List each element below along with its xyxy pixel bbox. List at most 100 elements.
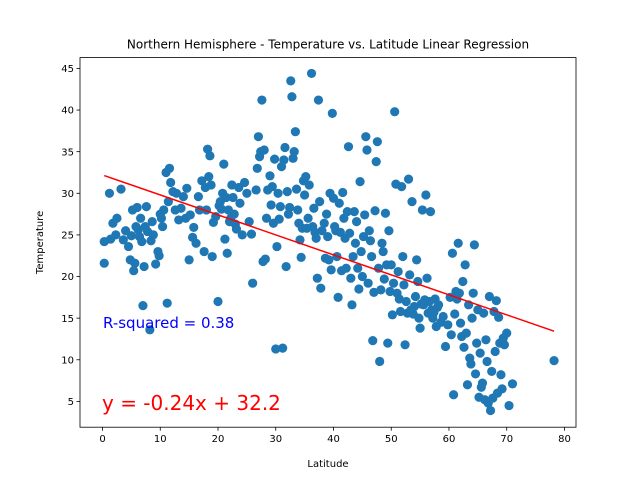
data-point bbox=[447, 248, 458, 258]
data-point bbox=[371, 157, 381, 167]
x-tick-label: 10 bbox=[154, 434, 167, 445]
data-point bbox=[351, 216, 362, 227]
data-point bbox=[379, 274, 389, 284]
data-point bbox=[141, 202, 151, 212]
chart-title: Northern Hemisphere - Temperature vs. La… bbox=[127, 38, 529, 52]
data-point bbox=[425, 207, 436, 217]
data-point bbox=[136, 213, 146, 223]
data-point bbox=[216, 204, 227, 214]
data-point bbox=[422, 273, 432, 283]
data-point bbox=[123, 241, 134, 252]
data-point bbox=[342, 207, 352, 217]
data-point bbox=[157, 221, 168, 232]
x-tick-label: 70 bbox=[500, 434, 513, 445]
data-point bbox=[496, 370, 506, 380]
data-point bbox=[395, 306, 406, 317]
data-point bbox=[290, 127, 300, 137]
data-point bbox=[458, 276, 468, 287]
data-point bbox=[372, 137, 382, 147]
x-tick-label: 60 bbox=[443, 434, 456, 445]
data-point bbox=[315, 197, 325, 207]
data-point bbox=[390, 107, 400, 117]
data-point bbox=[459, 342, 469, 352]
data-point bbox=[482, 356, 492, 367]
data-point bbox=[312, 273, 322, 283]
data-point bbox=[99, 258, 109, 268]
data-point bbox=[174, 215, 184, 225]
data-point bbox=[259, 145, 269, 155]
regression-equation: y = -0.24x + 32.2 bbox=[102, 391, 281, 415]
y-tick-label: 5 bbox=[68, 397, 74, 408]
y-axis: 5 10 15 20 25 30 35 40 45 bbox=[61, 64, 80, 408]
data-point bbox=[116, 184, 126, 194]
data-point bbox=[460, 260, 470, 270]
data-point bbox=[213, 296, 223, 307]
data-point bbox=[377, 238, 387, 248]
data-point bbox=[468, 288, 478, 298]
data-point bbox=[364, 226, 374, 236]
data-point bbox=[490, 346, 500, 357]
data-point bbox=[346, 273, 356, 283]
data-point bbox=[287, 92, 297, 102]
data-point bbox=[469, 240, 479, 250]
data-point bbox=[306, 68, 317, 79]
x-tick-label: 20 bbox=[212, 434, 225, 445]
data-point bbox=[229, 209, 239, 219]
data-point bbox=[251, 185, 261, 195]
data-point bbox=[368, 336, 378, 346]
data-point bbox=[171, 188, 182, 198]
plot-frame bbox=[79, 57, 577, 428]
data-point bbox=[409, 301, 419, 312]
data-point bbox=[385, 286, 395, 297]
data-point bbox=[504, 400, 514, 411]
data-point bbox=[222, 248, 232, 258]
data-point bbox=[311, 233, 321, 243]
data-point bbox=[440, 341, 451, 352]
data-point bbox=[237, 230, 247, 240]
data-point bbox=[366, 251, 377, 262]
data-point bbox=[244, 216, 254, 227]
data-point bbox=[164, 163, 175, 173]
y-tick-label: 10 bbox=[61, 355, 74, 366]
data-point bbox=[401, 296, 411, 307]
data-point bbox=[189, 222, 199, 233]
data-point bbox=[205, 151, 215, 161]
data-point bbox=[309, 203, 319, 213]
data-point bbox=[151, 259, 161, 269]
data-point bbox=[485, 405, 496, 416]
data-point bbox=[199, 246, 209, 257]
data-point bbox=[271, 344, 281, 354]
data-point bbox=[246, 229, 257, 239]
data-point bbox=[147, 216, 157, 227]
data-point bbox=[239, 177, 250, 188]
data-point bbox=[267, 182, 277, 192]
data-point bbox=[319, 218, 329, 228]
data-point bbox=[361, 132, 371, 142]
data-point bbox=[399, 280, 409, 290]
data-point bbox=[282, 187, 292, 197]
data-point bbox=[235, 198, 245, 208]
data-point bbox=[479, 308, 489, 318]
data-point bbox=[242, 188, 252, 198]
data-point bbox=[326, 265, 336, 275]
data-point bbox=[507, 379, 518, 389]
data-point bbox=[386, 260, 396, 270]
data-point bbox=[363, 278, 373, 288]
data-point bbox=[380, 208, 391, 218]
data-point bbox=[281, 261, 291, 272]
y-tick-label: 45 bbox=[61, 64, 74, 75]
data-point bbox=[266, 200, 276, 210]
data-point bbox=[461, 328, 471, 338]
data-point bbox=[443, 320, 453, 330]
data-point bbox=[343, 142, 354, 152]
data-point bbox=[265, 171, 275, 181]
data-point bbox=[313, 95, 324, 105]
data-point bbox=[289, 147, 299, 157]
data-point bbox=[487, 366, 497, 377]
x-tick-label: 80 bbox=[558, 434, 571, 445]
data-point bbox=[375, 356, 385, 367]
y-tick-label: 25 bbox=[61, 231, 74, 242]
data-point bbox=[421, 190, 431, 200]
data-point bbox=[341, 263, 351, 273]
data-point bbox=[358, 231, 369, 242]
